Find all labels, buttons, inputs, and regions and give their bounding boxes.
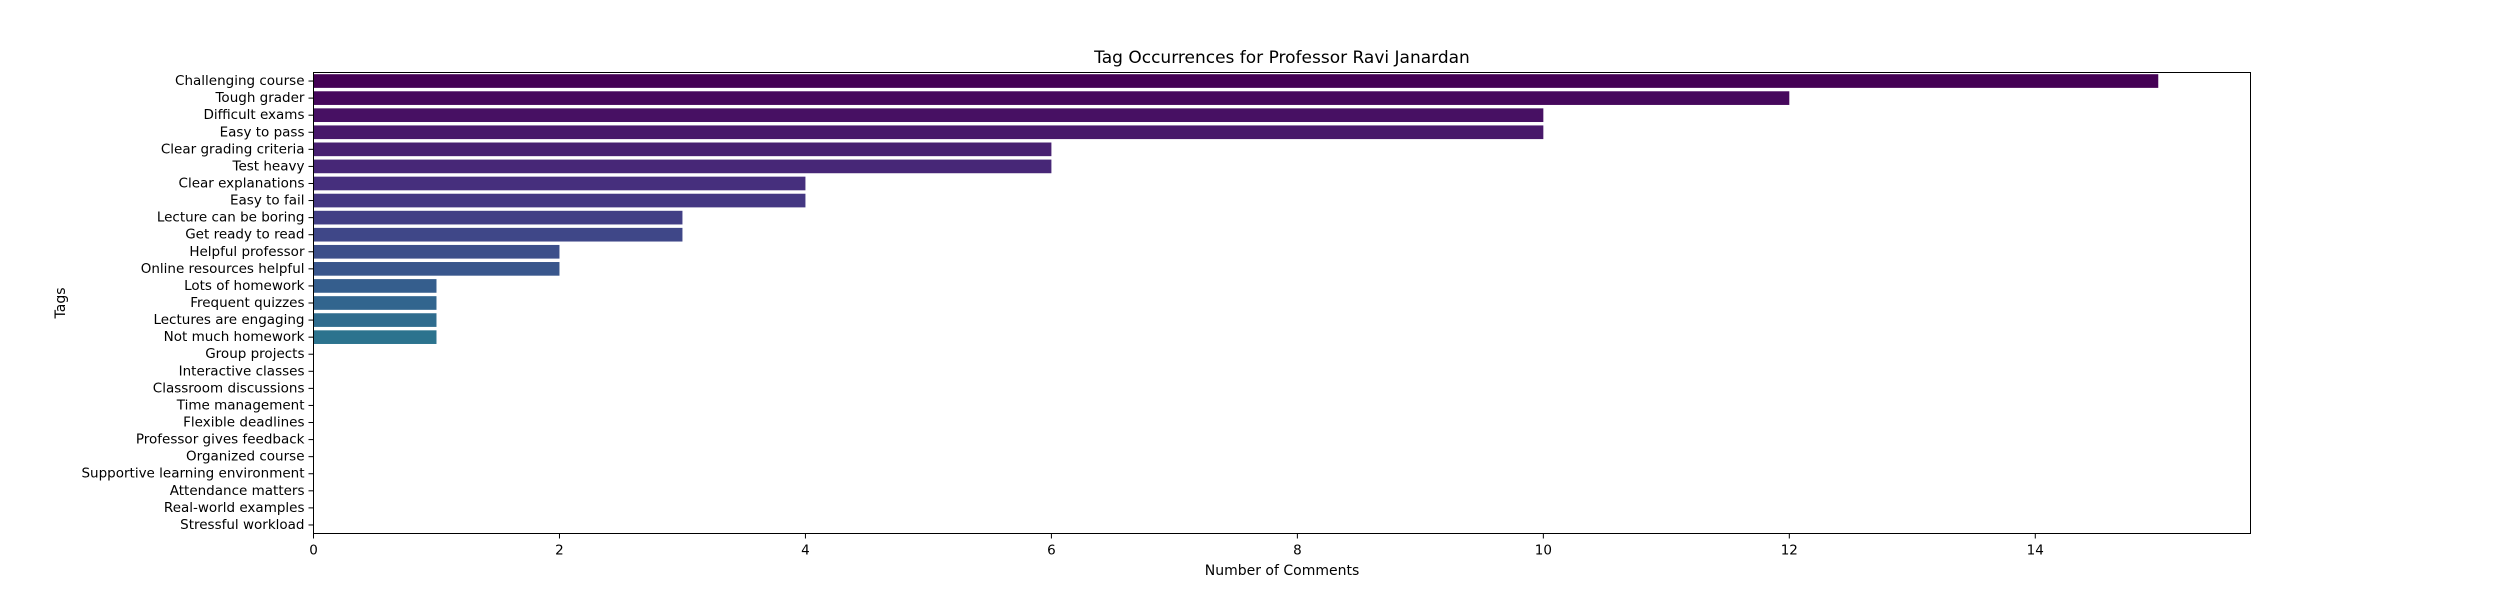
y-tick-label-7: Easy to fail — [230, 193, 305, 209]
y-tick-label-16: Group projects — [205, 346, 304, 362]
y-tick-label-0: Challenging course — [175, 73, 304, 89]
y-tick-label-22: Organized course — [186, 449, 304, 465]
bar-9 — [313, 227, 683, 242]
y-tick-label-17: Interactive classes — [179, 363, 305, 379]
bars-layer — [313, 74, 2159, 344]
bar-12 — [313, 279, 437, 293]
bar-10 — [313, 244, 560, 259]
plot-frame — [313, 72, 2251, 534]
bar-8 — [313, 210, 683, 225]
bar-4 — [313, 142, 1052, 157]
bar-11 — [313, 262, 560, 276]
bar-14 — [313, 313, 437, 327]
y-tick-label-20: Flexible deadlines — [183, 415, 304, 431]
y-tick-label-24: Attendance matters — [170, 483, 305, 499]
y-tick-label-2: Difficult exams — [203, 107, 304, 123]
bar-13 — [313, 296, 437, 310]
bar-5 — [313, 159, 1052, 174]
y-tick-label-21: Professor gives feedback — [136, 432, 305, 448]
y-tick-label-3: Easy to pass — [220, 124, 305, 140]
y-tick-label-10: Helpful professor — [189, 244, 305, 260]
x-tick-label-3: 6 — [1047, 543, 1056, 559]
bar-0 — [313, 74, 2159, 88]
bar-6 — [313, 176, 806, 191]
bar-7 — [313, 193, 806, 208]
y-tick-label-9: Get ready to read — [185, 227, 304, 243]
y-tick-label-18: Classroom discussions — [153, 380, 305, 396]
x-tick-label-2: 4 — [801, 543, 810, 559]
x-tick-label-0: 0 — [309, 543, 318, 559]
x-tick-label-7: 14 — [2027, 543, 2044, 559]
x-axis-label: Number of Comments — [1205, 563, 1360, 579]
x-tick-label-6: 12 — [1781, 543, 1798, 559]
x-tick-label-5: 10 — [1535, 543, 1552, 559]
y-tick-label-11: Online resources helpful — [141, 261, 305, 277]
y-tick-label-1: Tough grader — [214, 90, 304, 106]
bar-15 — [313, 330, 437, 344]
bar-2 — [313, 108, 1544, 123]
y-tick-label-4: Clear grading criteria — [161, 141, 305, 157]
y-axis-label: Tags — [53, 288, 69, 320]
y-tick-label-26: Stressful workload — [180, 517, 304, 533]
y-tick-label-14: Lectures are engaging — [153, 312, 304, 328]
x-axis-ticks: 0 2 4 6 8 10 12 14 — [309, 533, 2044, 559]
y-tick-label-6: Clear explanations — [179, 175, 305, 191]
y-tick-label-13: Frequent quizzes — [190, 295, 304, 311]
y-tick-label-12: Lots of homework — [184, 278, 305, 294]
bar-1 — [313, 91, 1790, 105]
chart-title: Tag Occurrences for Professor Ravi Janar… — [1093, 48, 1470, 68]
y-tick-label-25: Real-world examples — [164, 500, 305, 516]
x-tick-label-4: 8 — [1293, 543, 1302, 559]
y-tick-label-23: Supportive learning environment — [81, 466, 304, 482]
bar-3 — [313, 125, 1544, 140]
y-tick-label-5: Test heavy — [232, 158, 305, 174]
y-tick-label-8: Lecture can be boring — [157, 210, 305, 226]
y-tick-label-15: Not much homework — [164, 329, 305, 345]
x-tick-label-1: 2 — [555, 543, 564, 559]
y-tick-label-19: Time management — [176, 397, 305, 413]
